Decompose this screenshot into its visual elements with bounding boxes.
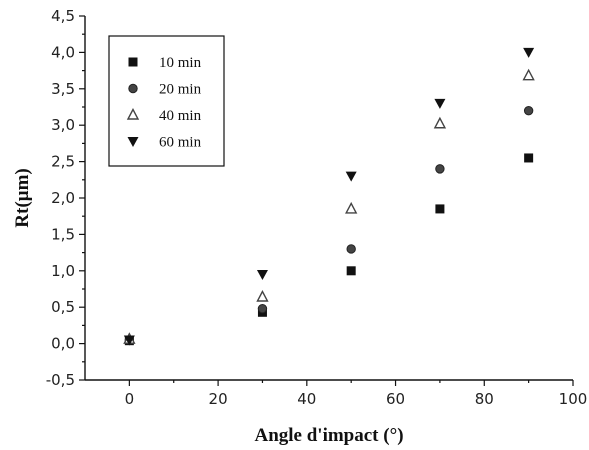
legend-label: 10 min: [159, 55, 202, 71]
point-circle: [523, 105, 534, 116]
y-tick-label: 1,0: [51, 262, 75, 280]
y-tick-label: 2,0: [51, 189, 75, 207]
legend-marker: [128, 57, 138, 67]
legend: 10 min 20 min 40 min 60 min: [108, 35, 225, 167]
legend-label: 60 min: [159, 135, 202, 151]
point-square: [524, 153, 534, 163]
point-triangle-down: [345, 171, 357, 182]
y-axis-title: Rt(µm): [12, 168, 33, 227]
point-triangle-up: [522, 68, 535, 81]
x-ticks: 0 20 40 60 80 100: [125, 380, 588, 408]
legend-label: 40 min: [159, 108, 202, 124]
point-triangle-up: [256, 290, 269, 302]
y-tick-label: 2,5: [51, 153, 75, 171]
point-square: [346, 266, 356, 276]
y-tick-label: 4,0: [51, 43, 75, 61]
legend-box: [108, 35, 225, 167]
point-square: [435, 204, 445, 214]
y-tick-label: 3,5: [51, 80, 75, 98]
x-tick-label: 20: [209, 390, 228, 408]
x-tick-label: 60: [386, 390, 405, 408]
data-points: [123, 47, 535, 346]
y-tick-label: 1,5: [51, 225, 75, 243]
legend-marker: [128, 83, 138, 94]
point-triangle-up: [345, 201, 358, 214]
y-tick-label: -0,5: [46, 371, 75, 389]
x-tick-label: 40: [297, 390, 316, 408]
x-tick-label: 0: [125, 390, 135, 408]
legend-marker: [126, 107, 140, 120]
legend-label: 20 min: [159, 82, 202, 98]
y-tick-label: 3,0: [51, 116, 75, 134]
point-triangle-down: [123, 335, 135, 346]
point-circle: [435, 164, 445, 174]
point-circle: [346, 244, 356, 254]
x-tick-label: 80: [475, 390, 494, 408]
point-triangle-up: [433, 116, 447, 129]
x-tick-label: 100: [559, 390, 588, 408]
y-tick-label: 0,5: [51, 298, 75, 316]
point-triangle-down: [434, 98, 446, 109]
x-axis-title: Angle d'impact (°): [254, 425, 403, 446]
point-triangle-down: [256, 269, 268, 280]
y-tick-label: 4,5: [51, 7, 75, 25]
point-circle: [257, 303, 268, 314]
legend-marker: [127, 137, 139, 147]
y-ticks: -0,5 0,0 0,5 1,0 1,5 2,0 2,5 3,0 3,5 4,0 4,5: [46, 7, 85, 389]
point-triangle-down: [523, 47, 535, 58]
y-tick-label: 0,0: [51, 335, 75, 353]
